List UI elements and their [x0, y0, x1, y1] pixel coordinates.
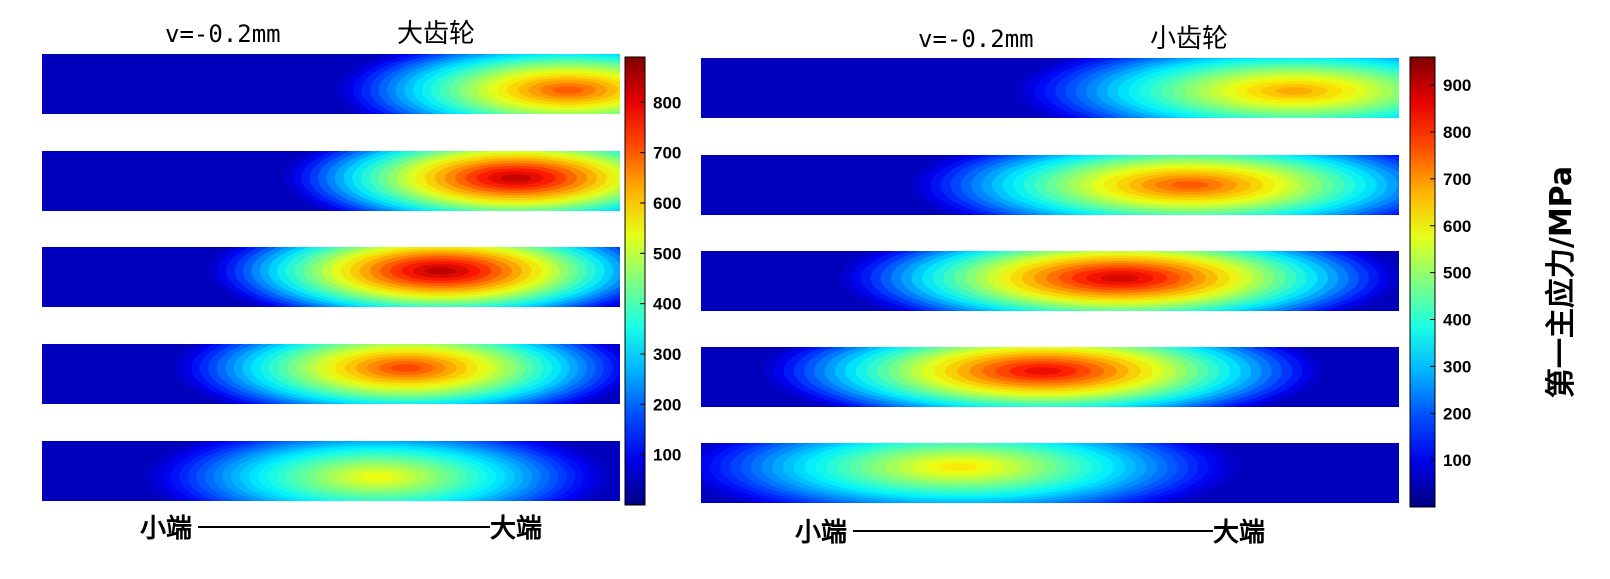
colorbar-scale: [624, 56, 646, 506]
right-small-end-label: 小端: [795, 518, 847, 548]
stress-contour: [425, 267, 457, 275]
colorbar-title: 第一主应力/MPa: [1544, 166, 1579, 398]
left-chart-title: 大齿轮: [397, 19, 475, 49]
stress-contour: [1275, 87, 1314, 95]
heatmap-panel: [701, 347, 1399, 407]
colorbar-tick-label: 100: [1443, 451, 1471, 470]
stress-contour: [1170, 181, 1209, 189]
colorbar-tick-label: 800: [1443, 123, 1471, 142]
colorbar-tick-label: 900: [1443, 76, 1471, 95]
colorbar-tick-label: 300: [1443, 357, 1471, 376]
left-colorbar: 100 200 300 400 500 600 700 800: [624, 56, 681, 506]
colorbar-tick-label: 300: [653, 345, 681, 364]
colorbar-tick-label: 800: [653, 93, 681, 112]
stress-contour: [361, 473, 393, 481]
colorbar-tick-label: 700: [1443, 170, 1471, 189]
colorbar-scale: [1409, 56, 1436, 508]
heatmap-panel: [42, 344, 620, 404]
right-chart-title: 小齿轮: [1150, 24, 1228, 54]
colorbar-tick-label: 200: [653, 395, 681, 414]
stress-contour: [390, 364, 422, 372]
stress-contour: [940, 463, 978, 471]
colorbar-tick-label: 500: [1443, 264, 1471, 283]
left-param-label: v=-0.2mm: [165, 20, 281, 48]
heatmap-panel: [42, 151, 620, 211]
right-heatmap-panels: [701, 58, 1399, 503]
heatmap-panel: [42, 441, 620, 501]
colorbar-tick-label: 200: [1443, 404, 1471, 423]
colorbar-tick-label: 600: [1443, 217, 1471, 236]
left-small-end-label: 小端: [140, 514, 192, 544]
colorbar-tick-label: 500: [653, 244, 681, 263]
left-large-end-label: 大端: [490, 514, 542, 544]
stress-contour: [1024, 367, 1062, 375]
heatmap-panel: [42, 247, 620, 307]
left-heatmap-panels: [42, 54, 620, 501]
colorbar-tick-label: 400: [653, 295, 681, 314]
right-colorbar: 100 200 300 400 500 600 700 800 900: [1409, 56, 1471, 508]
stress-contour: [1101, 274, 1139, 282]
colorbar-tick-label: 700: [653, 144, 681, 163]
right-large-end-label: 大端: [1213, 518, 1265, 548]
stress-contour: [552, 86, 584, 94]
stress-contour: [500, 174, 532, 182]
heatmap-panel: [701, 58, 1399, 118]
colorbar-tick-label: 600: [653, 194, 681, 213]
heatmap-panel: [701, 155, 1399, 215]
right-param-label: v=-0.2mm: [918, 25, 1034, 53]
heatmap-panel: [701, 251, 1399, 311]
heatmap-panel: [701, 443, 1399, 503]
heatmap-panel: [42, 54, 620, 114]
colorbar-tick-label: 100: [653, 446, 681, 465]
colorbar-tick-label: 400: [1443, 311, 1471, 330]
